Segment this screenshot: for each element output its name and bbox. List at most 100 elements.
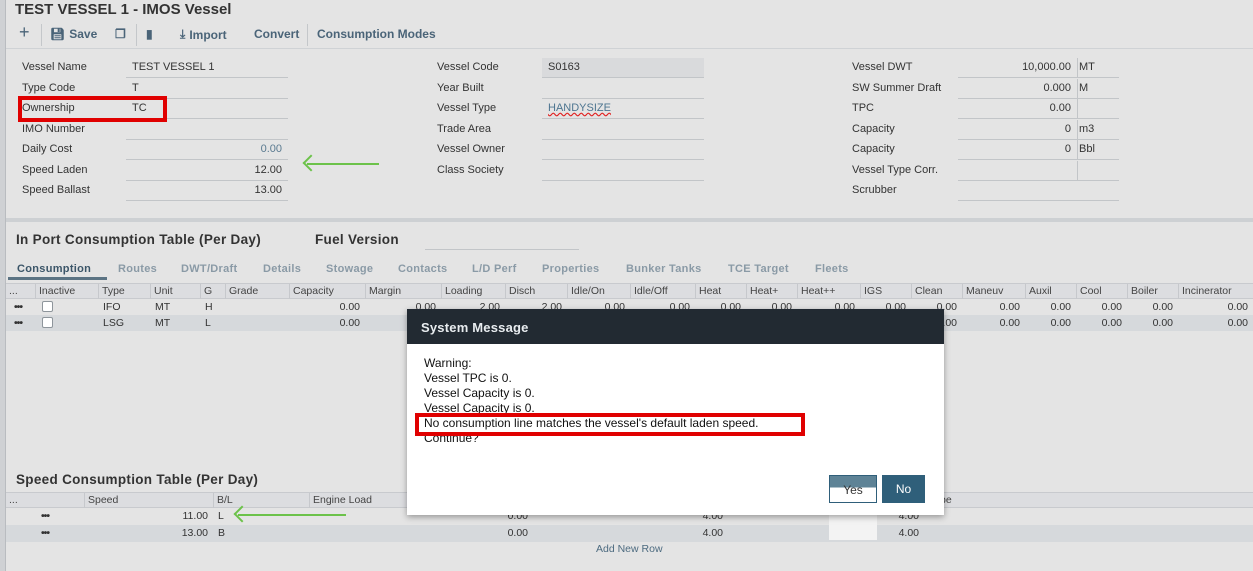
toolbar-divider bbox=[307, 24, 308, 46]
cell-value[interactable]: 0.00 bbox=[507, 527, 528, 539]
green-arrow-speed-laden bbox=[307, 163, 379, 165]
cell-value[interactable]: 0.00 bbox=[339, 317, 360, 329]
cell-type[interactable]: LSG bbox=[103, 317, 125, 329]
dialog-line: Warning: bbox=[424, 356, 472, 370]
inactive-checkbox[interactable] bbox=[42, 301, 53, 312]
cell-value[interactable]: 0.00 bbox=[1101, 301, 1122, 313]
column-header-heat++: Heat++ bbox=[797, 284, 860, 299]
column-header-grade: Grade bbox=[225, 284, 289, 299]
field-sw-summer-draft[interactable]: 0.000 bbox=[958, 79, 1078, 99]
field-daily-cost[interactable]: 0.00 bbox=[126, 140, 288, 160]
field-class-society[interactable] bbox=[542, 161, 704, 181]
cell-value[interactable]: 4.00 bbox=[702, 527, 723, 539]
tab-dwt-draft[interactable]: DWT/Draft bbox=[181, 263, 238, 275]
tab-tce-target[interactable]: TCE Target bbox=[728, 263, 789, 275]
cell-bl[interactable]: L bbox=[218, 510, 224, 522]
field-label: IMO Number bbox=[22, 123, 85, 135]
cell-value[interactable]: 0.00 bbox=[1227, 301, 1248, 313]
row-menu-button[interactable]: ••• bbox=[14, 301, 23, 313]
fuel-version-input[interactable] bbox=[425, 230, 579, 250]
column-header-unit: Unit bbox=[150, 284, 200, 299]
no-button[interactable]: No bbox=[882, 475, 925, 503]
dialog-line: Vessel Capacity is 0. bbox=[424, 401, 535, 415]
tab-details[interactable]: Details bbox=[263, 263, 302, 275]
copy-button[interactable]: ❐ bbox=[115, 27, 126, 41]
cell-value[interactable]: 0.00 bbox=[1050, 317, 1071, 329]
cell-value[interactable]: 0.00 bbox=[1152, 317, 1173, 329]
import-label: Import bbox=[189, 27, 227, 42]
cell-value[interactable]: 0.00 bbox=[1101, 317, 1122, 329]
field-label: Class Society bbox=[437, 164, 504, 176]
field-tpc[interactable]: 0.00 bbox=[958, 99, 1078, 119]
cell-grade[interactable] bbox=[225, 315, 235, 331]
cell-speed[interactable]: 13.00 bbox=[181, 527, 208, 539]
field-vessel-type[interactable]: HANDYSIZE bbox=[542, 99, 704, 119]
tab-fleets[interactable]: Fleets bbox=[815, 263, 849, 275]
import-button[interactable]: ⤓ Import bbox=[180, 27, 227, 42]
save-button[interactable]: 💾︎ Save bbox=[50, 27, 97, 41]
convert-button[interactable]: Convert bbox=[254, 27, 299, 41]
tab-routes[interactable]: Routes bbox=[118, 263, 158, 275]
tab-contacts[interactable]: Contacts bbox=[398, 263, 448, 275]
column-header-menu[interactable]: ... bbox=[9, 285, 18, 297]
dialog-line-highlighted: No consumption line matches the vessel's… bbox=[424, 416, 759, 430]
field-imo-number[interactable] bbox=[126, 120, 288, 140]
cell-value[interactable]: 0.00 bbox=[999, 317, 1020, 329]
row-menu-button[interactable]: ••• bbox=[14, 317, 23, 329]
trash-icon: ▮ bbox=[146, 27, 153, 41]
add-new-row-link[interactable]: Add New Row bbox=[596, 543, 663, 555]
field-vessel-dwt[interactable]: 10,000.00 bbox=[958, 58, 1078, 78]
field-scrubber[interactable] bbox=[958, 181, 1119, 201]
field-year-built[interactable] bbox=[542, 79, 704, 99]
cell-grade[interactable] bbox=[225, 299, 235, 315]
column-header-inactive[interactable]: Inactive bbox=[35, 284, 98, 299]
tab-bunker-tanks[interactable]: Bunker Tanks bbox=[626, 263, 702, 275]
row-menu-button[interactable]: ••• bbox=[41, 527, 50, 539]
cell-value[interactable]: 0.00 bbox=[1050, 301, 1071, 313]
tab-l-d-perf[interactable]: L/D Perf bbox=[472, 263, 517, 275]
cell-g[interactable]: H bbox=[205, 301, 213, 313]
column-header: ... bbox=[9, 494, 18, 506]
field-vessel-owner[interactable] bbox=[542, 140, 704, 160]
cell-value[interactable]: 4.00 bbox=[898, 527, 919, 539]
tab-properties[interactable]: Properties bbox=[542, 263, 600, 275]
dialog-line: Vessel TPC is 0. bbox=[424, 371, 512, 385]
cell-value[interactable]: 0.00 bbox=[1152, 301, 1173, 313]
cell-unit[interactable]: MT bbox=[155, 317, 171, 329]
cell-value[interactable]: 0.00 bbox=[999, 301, 1020, 313]
cell-speed[interactable]: 11.00 bbox=[182, 510, 209, 522]
row-menu-button[interactable]: ••• bbox=[41, 510, 50, 522]
convert-label: Convert bbox=[254, 27, 300, 41]
yes-button[interactable]: Yes bbox=[829, 475, 877, 503]
field-speed-ballast[interactable]: 13.00 bbox=[126, 181, 288, 201]
table-row: ••• 13.00 B 0.00 4.00 4.00 bbox=[6, 525, 1253, 542]
cell-value[interactable]: 0.00 bbox=[339, 301, 360, 313]
field-ownership[interactable]: TC bbox=[126, 99, 288, 119]
add-button[interactable]: + bbox=[19, 22, 30, 43]
field-label: Speed Laden bbox=[22, 164, 88, 176]
column-header-margin: Margin bbox=[365, 284, 441, 299]
field-capacity[interactable]: 0 bbox=[958, 140, 1078, 160]
column-header: Speed bbox=[84, 493, 213, 508]
field-capacity[interactable]: 0 bbox=[958, 120, 1078, 140]
tab-consumption[interactable]: Consumption bbox=[17, 263, 92, 275]
field-type-code[interactable]: T bbox=[126, 79, 288, 99]
field-vessel-type-corr-[interactable] bbox=[958, 161, 1078, 181]
cell-unit[interactable]: MT bbox=[155, 301, 171, 313]
field-speed-laden[interactable]: 12.00 bbox=[126, 161, 288, 181]
field-vessel-name[interactable]: TEST VESSEL 1 bbox=[126, 58, 288, 78]
cell-bl[interactable]: B bbox=[218, 527, 226, 539]
cell-g[interactable]: L bbox=[205, 317, 211, 329]
cell-type[interactable]: IFO bbox=[103, 301, 121, 313]
field-label: Vessel Type Corr. bbox=[852, 164, 939, 176]
tab-stowage[interactable]: Stowage bbox=[326, 263, 374, 275]
consumption-modes-button[interactable]: Consumption Modes bbox=[317, 27, 436, 41]
field-label: Daily Cost bbox=[22, 143, 73, 155]
field-label: Vessel Name bbox=[22, 61, 87, 73]
delete-button[interactable]: ▮ bbox=[146, 27, 153, 41]
field-trade-area[interactable] bbox=[542, 120, 704, 140]
inactive-checkbox[interactable] bbox=[42, 317, 53, 328]
green-arrow-speed-row bbox=[238, 514, 346, 516]
cell-value[interactable]: 0.00 bbox=[1227, 317, 1248, 329]
column-header-heat: Heat bbox=[695, 284, 746, 299]
